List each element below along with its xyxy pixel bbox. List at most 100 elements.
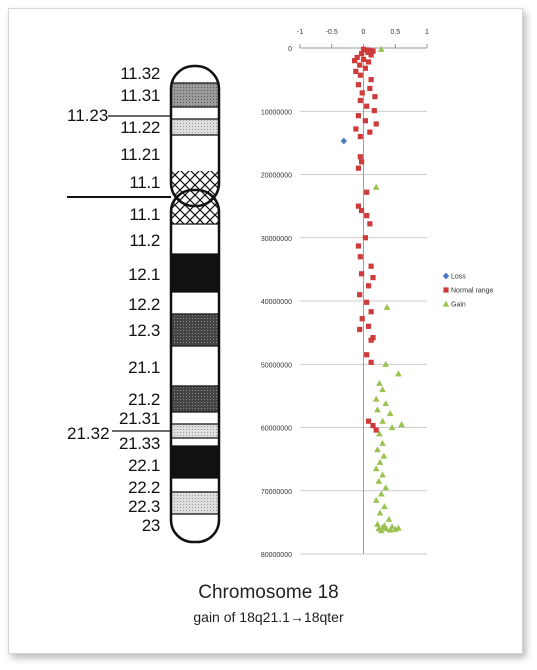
gain-point	[376, 379, 383, 386]
normal-range-point	[357, 254, 363, 260]
normal-range-point	[362, 235, 369, 241]
figure-card	[8, 8, 523, 654]
gain-point	[386, 410, 394, 417]
band-22.3	[171, 492, 219, 514]
band-label: 11.32	[120, 64, 160, 83]
normal-range-point	[367, 85, 373, 92]
normal-range-point	[355, 243, 362, 249]
legend-label-normal-range: Normal range	[451, 288, 494, 295]
normal-range-point	[357, 72, 363, 78]
band-12.1	[171, 254, 219, 292]
gain-point	[383, 525, 390, 532]
normal-range-point	[370, 423, 376, 429]
normal-range-point	[365, 49, 371, 56]
band-11.31	[171, 83, 219, 107]
normal-range-point	[373, 427, 379, 433]
y-tick-label: 10000000	[261, 109, 292, 116]
gain-point	[386, 526, 394, 533]
normal-range-point	[362, 65, 369, 71]
band-label: 22.2	[128, 478, 160, 497]
gain-point	[382, 484, 390, 491]
normal-range-point	[354, 54, 360, 61]
gain-point	[379, 471, 386, 478]
x-tick-label: -0.5	[326, 29, 338, 36]
normal-range-point	[365, 323, 372, 329]
gain-point	[388, 424, 396, 431]
y-tick-label: 20000000	[261, 173, 292, 180]
x-tick-label: 1	[425, 29, 429, 36]
normal-range-point	[357, 62, 363, 68]
side-band-label: 21.32	[67, 424, 110, 443]
normal-range-point	[368, 337, 374, 343]
normal-range-point	[365, 283, 372, 289]
normal-range-point	[368, 263, 374, 269]
normal-range-point	[372, 94, 378, 100]
y-tick-label: 70000000	[261, 489, 292, 496]
normal-range-point	[360, 56, 367, 62]
normal-range-point	[352, 58, 358, 64]
band-12.3	[171, 314, 219, 346]
normal-range-point	[368, 359, 374, 365]
band-21.32	[171, 424, 219, 438]
gain-point	[379, 439, 386, 446]
normal-range-point	[355, 165, 362, 171]
legend-marker-gain	[442, 300, 450, 307]
gain-point	[374, 520, 381, 527]
normal-range-point	[360, 46, 367, 52]
figure-subtitle: gain of 18q21.1→18qter	[193, 609, 344, 625]
side-band-label: 11.23	[67, 106, 109, 125]
band-label: 11.2	[129, 231, 160, 250]
normal-range-point	[355, 113, 362, 119]
x-tick-label: 0.5	[390, 29, 400, 36]
y-tick-label: 50000000	[261, 362, 292, 369]
gain-point	[382, 360, 390, 367]
normal-range-point	[364, 213, 370, 219]
gain-point	[383, 303, 391, 310]
gain-point	[381, 503, 388, 510]
normal-range-point	[358, 51, 365, 57]
normal-range-point	[358, 271, 365, 277]
normal-range-point	[357, 292, 363, 298]
gain-point	[376, 509, 384, 516]
gain-point	[372, 496, 380, 503]
band-label: 12.1	[128, 265, 160, 284]
band-label: 21.2	[128, 390, 160, 409]
band-label: 22.3	[128, 497, 160, 516]
gain-point	[374, 406, 381, 413]
y-tick-label: 0	[288, 46, 292, 53]
normal-range-point	[367, 221, 373, 227]
gain-point	[375, 477, 383, 484]
y-tick-label: 80000000	[261, 552, 292, 559]
normal-range-point	[359, 316, 365, 322]
gain-point	[380, 452, 388, 459]
x-tick-label: -1	[297, 29, 303, 36]
gain-point	[385, 515, 393, 522]
band-label: 12.2	[128, 295, 160, 314]
legend-label-loss: Loss	[451, 274, 466, 281]
band-label: 21.33	[118, 434, 160, 453]
gain-point	[375, 525, 383, 532]
legend-label-gain: Gain	[451, 302, 466, 309]
normal-range-point	[355, 203, 362, 209]
gain-point	[382, 400, 390, 407]
normal-range-point	[373, 121, 379, 127]
gain-point	[372, 465, 380, 472]
normal-range-point	[365, 59, 372, 65]
gain-point	[379, 386, 386, 393]
band-label: 11.31	[120, 86, 160, 105]
band-label: 23	[141, 516, 161, 535]
legend-marker-loss	[442, 272, 450, 280]
band-21.2	[171, 386, 219, 412]
normal-range-point	[368, 52, 374, 58]
normal-range-point	[370, 48, 376, 54]
gain-point	[381, 522, 388, 529]
normal-range-point	[364, 352, 370, 358]
gain-point	[398, 420, 405, 427]
normal-range-point	[368, 309, 374, 315]
normal-range-point	[355, 82, 362, 88]
normal-range-point	[364, 103, 370, 109]
normal-range-point	[359, 90, 365, 96]
band-label: 11.1	[129, 173, 160, 192]
band-label: 21.31	[118, 409, 160, 428]
